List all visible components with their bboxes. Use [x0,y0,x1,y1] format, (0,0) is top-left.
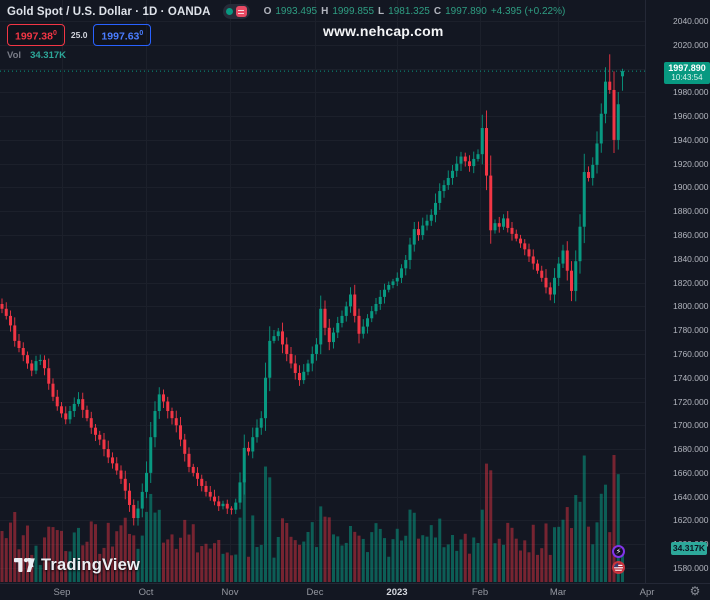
candlestick-chart-canvas[interactable] [0,0,710,583]
open-value: 1993.495 [275,6,318,17]
toggle-menu-icon [235,6,247,17]
lightning-event-icon[interactable]: ⚡ [612,545,625,558]
price-tick-label: 1860.000 [673,230,709,241]
tradingview-logo-glyph [14,558,35,572]
price-tick-label: 1720.000 [673,396,709,407]
bar-countdown: 10:43:54 [671,73,703,82]
spread-value: 25.0 [70,29,88,40]
us-flag-glyph [614,563,623,572]
volume-axis-badge: 34.317K [671,542,707,555]
tradingview-logo[interactable]: TradingView [14,556,140,575]
open-label: O [263,6,272,17]
price-tick-label: 1920.000 [673,158,709,169]
price-tick-label: 1840.000 [673,253,709,264]
time-tick-label: Apr [639,587,655,598]
time-axis[interactable]: Sep Oct Nov Dec 2023 Feb Mar Apr [0,583,710,600]
trade-panel-toggle[interactable] [222,4,250,19]
us-flag-event-icon[interactable] [612,561,625,574]
price-tick-label: 1960.000 [673,111,709,122]
high-label: H [321,6,329,17]
price-tick-label: 1740.000 [673,372,709,383]
volume-value: 34.317K [30,49,66,61]
price-tick-label: 1660.000 [673,467,709,478]
time-tick-label: Nov [221,587,239,598]
price-tick-label: 1820.000 [673,277,709,288]
chart-legend: Gold Spot / U.S. Dollar · 1D · OANDA O 19… [7,4,565,61]
price-tick-label: 1760.000 [673,348,709,359]
quote-buttons-row: 1997.380 25.0 1997.630 [7,24,565,46]
candlesticks [0,54,624,526]
toggle-dot-icon [225,8,233,15]
low-label: L [378,6,385,17]
price-tick-label: 1580.000 [673,563,709,573]
close-value: 1997.890 [445,6,487,17]
time-tick-label: 2023 [386,587,408,598]
price-tick-label: 1700.000 [673,420,709,431]
price-tick-label: 1680.000 [673,444,709,455]
price-tick-label: 1940.000 [673,134,709,145]
price-tick-label: 1780.000 [673,325,709,336]
ohlc-values: O 1993.495 H 1999.855 L 1981.325 C 1997.890 … [264,6,566,17]
time-tick-label: Oct [138,587,154,598]
time-axis-settings-gear-icon[interactable]: ⚙ [689,584,701,598]
change-value: +4.395 (+0.22%) [490,6,566,17]
price-tick-label: 1620.000 [673,515,709,526]
volume-label: Vol [7,49,22,61]
price-tick-label: 1900.000 [673,182,709,193]
time-tick-label: Dec [306,587,324,598]
tradingview-logo-text: TradingView [41,556,141,574]
last-price-badge: 1997.890 10:43:54 [664,62,710,84]
low-value: 1981.325 [388,6,430,17]
price-tick-label: 1640.000 [673,491,709,502]
time-tick-label: Mar [549,587,567,598]
volume-bars [0,455,624,582]
legend-symbol-row: Gold Spot / U.S. Dollar · 1D · OANDA O 19… [7,4,565,19]
buy-button[interactable]: 1997.630 [93,24,152,46]
price-tick-label: 2020.000 [673,39,709,50]
close-label: C [433,6,442,17]
grid-lines [0,0,645,583]
symbol-title[interactable]: Gold Spot / U.S. Dollar · 1D · OANDA [7,5,211,18]
price-tick-label: 2040.000 [673,16,709,26]
time-tick-label: Sep [53,587,71,598]
time-tick-label: Feb [471,587,489,598]
watermark-link[interactable]: www.nehcap.com [323,23,444,39]
price-axis[interactable]: 2040.0002020.0002000.0001980.0001960.000… [645,0,710,583]
high-value: 1999.855 [332,6,375,17]
price-tick-label: 1880.000 [673,206,709,217]
price-tick-label: 1980.000 [673,87,709,98]
volume-legend-row[interactable]: Vol 34.317K [7,50,565,61]
sell-button[interactable]: 1997.380 [7,24,65,46]
price-tick-label: 1800.000 [673,301,709,312]
last-price-value: 1997.890 [668,63,706,73]
